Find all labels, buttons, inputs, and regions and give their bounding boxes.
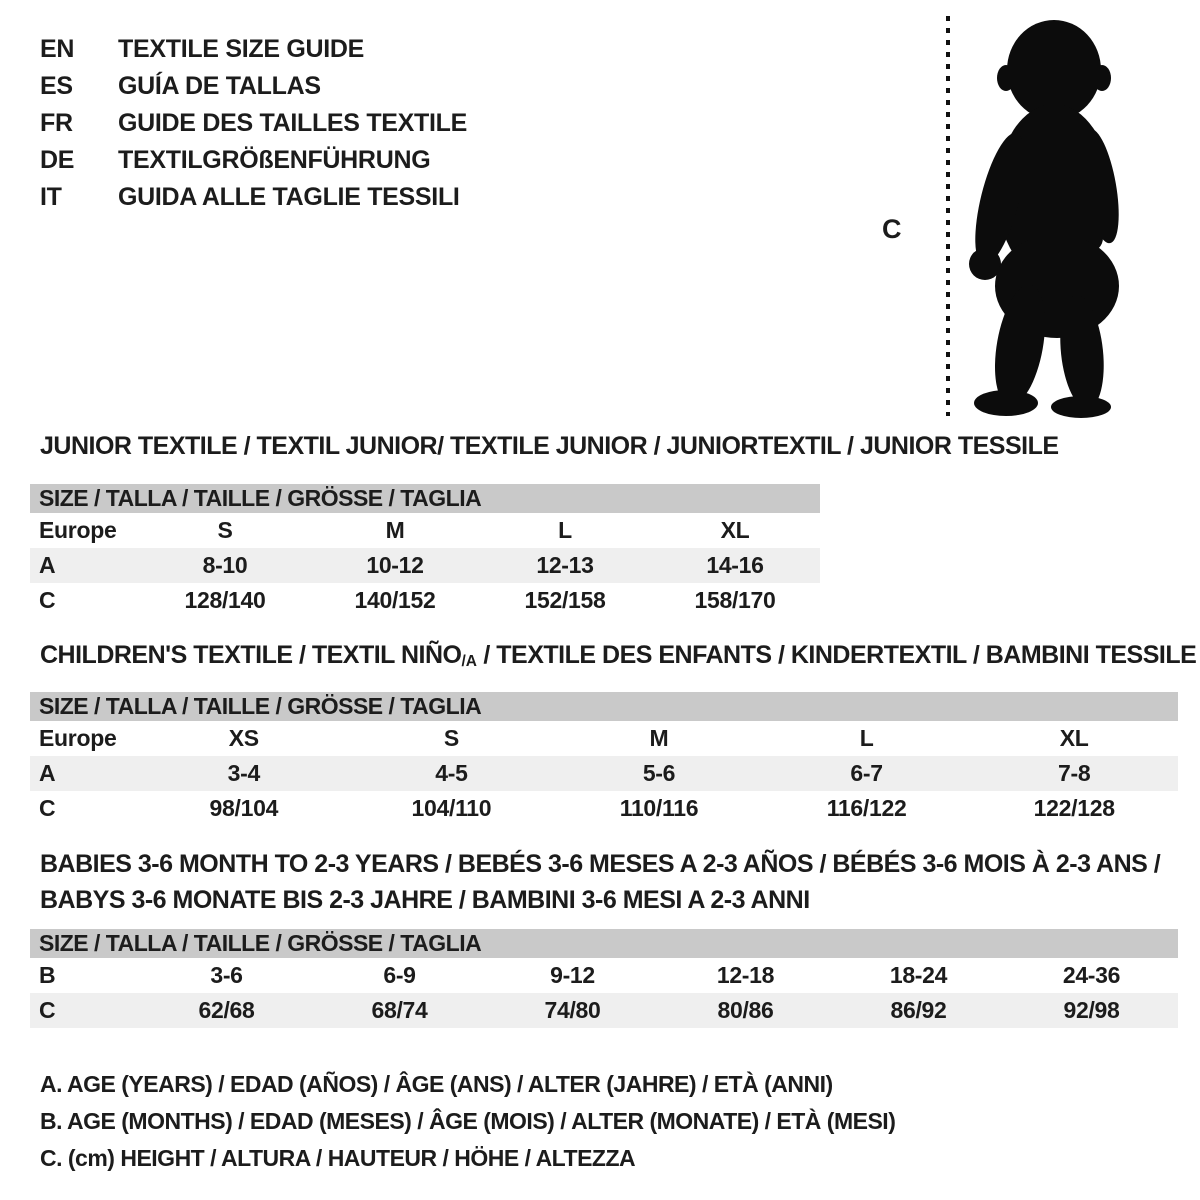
- size-cell: XL: [720, 517, 750, 543]
- age-cell: 14-16: [706, 552, 764, 578]
- age-cell: 10-12: [366, 552, 424, 578]
- age-cell: 4-5: [435, 760, 468, 786]
- children-size-table: SIZE / TALLA / TAILLE / GRÖSSE / TAGLIA …: [30, 692, 1178, 826]
- age-cell: 7-8: [1058, 760, 1091, 786]
- height-measure-dashed-line: [946, 16, 950, 416]
- height-cell: 92/98: [1063, 997, 1120, 1023]
- height-cell: 110/116: [619, 795, 699, 821]
- language-code: FR: [40, 109, 73, 137]
- language-row-it: IT GUIDA ALLE TAGLIE TESSILI: [40, 179, 467, 216]
- height-cell: 158/170: [694, 587, 776, 613]
- measurement-legend: A. AGE (YEARS) / EDAD (AÑOS) / ÂGE (ANS)…: [40, 1066, 896, 1177]
- height-measure-label: C: [882, 214, 902, 244]
- language-code: EN: [40, 35, 75, 63]
- babies-title-line2: BABYS 3-6 MONATE BIS 2-3 JAHRE / BAMBINI…: [40, 886, 810, 914]
- age-cell: 9-12: [550, 962, 595, 988]
- height-cell: 86/92: [890, 997, 947, 1023]
- age-cell: 12-18: [716, 962, 775, 988]
- size-header-bar: SIZE / TALLA / TAILLE / GRÖSSE / TAGLIA: [30, 929, 1178, 958]
- legend-line-b: B. AGE (MONTHS) / EDAD (MESES) / ÂGE (MO…: [40, 1108, 896, 1134]
- height-cell: 116/122: [826, 795, 907, 821]
- size-header-bar: SIZE / TALLA / TAILLE / GRÖSSE / TAGLIA: [30, 484, 820, 513]
- size-header-bar: SIZE / TALLA / TAILLE / GRÖSSE / TAGLIA: [30, 692, 1178, 721]
- language-title: TEXTILGRÖßENFÜHRUNG: [118, 146, 431, 174]
- children-title-suffix: /A: [461, 652, 477, 670]
- table-row-europe: Europe S M L XL: [30, 513, 820, 548]
- height-cell: 80/86: [717, 997, 774, 1023]
- age-cell: 12-13: [536, 552, 594, 578]
- junior-size-table: SIZE / TALLA / TAILLE / GRÖSSE / TAGLIA …: [30, 484, 820, 618]
- age-cell: 3-4: [227, 760, 261, 786]
- children-title-text: CHILDREN'S TEXTILE / TEXTIL NIÑO: [40, 641, 462, 669]
- row-label: C: [39, 997, 56, 1023]
- size-cell: M: [385, 517, 405, 543]
- age-cell: 5-6: [642, 760, 676, 786]
- babies-title-line1: BABIES 3-6 MONTH TO 2-3 YEARS / BEBÉS 3-…: [40, 850, 1161, 878]
- size-cell: L: [558, 517, 572, 543]
- age-cell: 24-36: [1062, 962, 1121, 988]
- language-title: TEXTILE SIZE GUIDE: [118, 35, 365, 63]
- language-code: ES: [40, 72, 73, 100]
- table-row-age: A 8-10 10-12 12-13 14-16: [30, 548, 820, 583]
- table-row-height: C 98/104 104/110 110/116 116/122 122/128: [30, 791, 1178, 826]
- row-label: C: [39, 795, 56, 821]
- size-cell: S: [217, 517, 233, 543]
- table-row-age: A 3-4 4-5 5-6 6-7 7-8: [30, 756, 1178, 791]
- height-cell: 68/74: [371, 997, 428, 1023]
- row-label: A: [39, 552, 56, 578]
- language-row-en: EN TEXTILE SIZE GUIDE: [40, 31, 467, 68]
- row-label: C: [39, 587, 56, 613]
- children-title-text: / TEXTILE DES ENFANTS / KINDERTEXTIL / B…: [476, 641, 1197, 669]
- height-cell: 152/158: [524, 587, 606, 613]
- age-cell: 3-6: [210, 962, 243, 988]
- size-cell: L: [859, 725, 874, 751]
- height-cell: 128/140: [184, 587, 266, 613]
- language-code: IT: [40, 183, 62, 211]
- height-cell: 122/128: [1033, 795, 1115, 821]
- toddler-silhouette-icon: [969, 20, 1119, 418]
- table-row-europe: Europe XS S M L XL: [30, 721, 1178, 756]
- height-cell: 74/80: [544, 997, 601, 1023]
- babies-section-title: BABIES 3-6 MONTH TO 2-3 YEARS / BEBÉS 3-…: [40, 846, 1161, 918]
- age-cell: 18-24: [889, 962, 948, 988]
- row-label: B: [39, 962, 56, 988]
- size-cell: XL: [1059, 725, 1089, 751]
- language-row-de: DE TEXTILGRÖßENFÜHRUNG: [40, 142, 467, 179]
- size-cell: M: [649, 725, 669, 751]
- size-cell: XS: [228, 725, 259, 751]
- language-title: GUIDA ALLE TAGLIE TESSILI: [118, 183, 460, 211]
- table-row-height: C 128/140 140/152 152/158 158/170: [30, 583, 820, 618]
- height-cell: 140/152: [354, 587, 436, 613]
- language-title: GUIDE DES TAILLES TEXTILE: [118, 109, 468, 137]
- babies-size-table: SIZE / TALLA / TAILLE / GRÖSSE / TAGLIA …: [30, 929, 1178, 1028]
- language-code: DE: [40, 146, 75, 174]
- height-cell: 98/104: [209, 795, 279, 821]
- legend-line-c: C. (cm) HEIGHT / ALTURA / HAUTEUR / HÖHE…: [40, 1145, 636, 1171]
- age-cell: 6-9: [383, 962, 416, 988]
- legend-line-a: A. AGE (YEARS) / EDAD (AÑOS) / ÂGE (ANS)…: [40, 1071, 833, 1097]
- age-cell: 6-7: [850, 760, 883, 786]
- language-title: GUÍA DE TALLAS: [118, 72, 321, 100]
- row-label: Europe: [39, 725, 117, 751]
- height-cell: 104/110: [411, 795, 492, 821]
- language-title-list: EN TEXTILE SIZE GUIDE ES GUÍA DE TALLAS …: [40, 31, 467, 216]
- row-label: Europe: [39, 517, 117, 543]
- table-row-height: C 62/68 68/74 74/80 80/86 86/92 92/98: [30, 993, 1178, 1028]
- row-label: A: [39, 760, 56, 786]
- language-row-es: ES GUÍA DE TALLAS: [40, 68, 467, 105]
- table-row-months: B 3-6 6-9 9-12 12-18 18-24 24-36: [30, 958, 1178, 993]
- age-cell: 8-10: [202, 552, 248, 578]
- size-cell: S: [443, 725, 459, 751]
- language-row-fr: FR GUIDE DES TAILLES TEXTILE: [40, 105, 467, 142]
- children-section-title: CHILDREN'S TEXTILE / TEXTIL NIÑO/A / TEX…: [40, 641, 1197, 670]
- height-cell: 62/68: [198, 997, 255, 1023]
- junior-section-title: JUNIOR TEXTILE / TEXTIL JUNIOR/ TEXTILE …: [40, 432, 1059, 460]
